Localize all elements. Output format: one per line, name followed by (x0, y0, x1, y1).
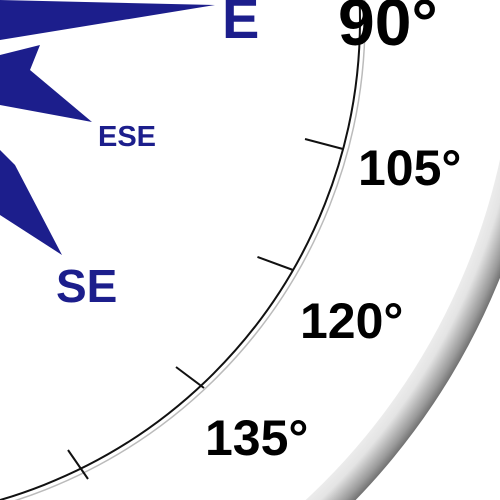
dial-ring (0, 0, 361, 500)
direction-label: E (222, 0, 259, 50)
direction-label: SE (56, 260, 117, 312)
degree-label: 135° (205, 410, 308, 466)
direction-label: ESE (98, 121, 156, 153)
rose-point-se (0, 150, 62, 255)
dial-ring-outer (14, 0, 366, 500)
degree-label: 105° (358, 140, 461, 196)
degree-label: 90° (338, 0, 438, 59)
rose-point-ese (0, 45, 92, 122)
tick (175, 366, 205, 389)
ticks (67, 138, 344, 480)
tick (67, 449, 89, 480)
rose-point-e (0, 0, 215, 40)
compass-rose (0, 0, 215, 255)
tick (257, 255, 294, 271)
degree-label: 120° (300, 293, 403, 349)
tick (304, 138, 344, 150)
